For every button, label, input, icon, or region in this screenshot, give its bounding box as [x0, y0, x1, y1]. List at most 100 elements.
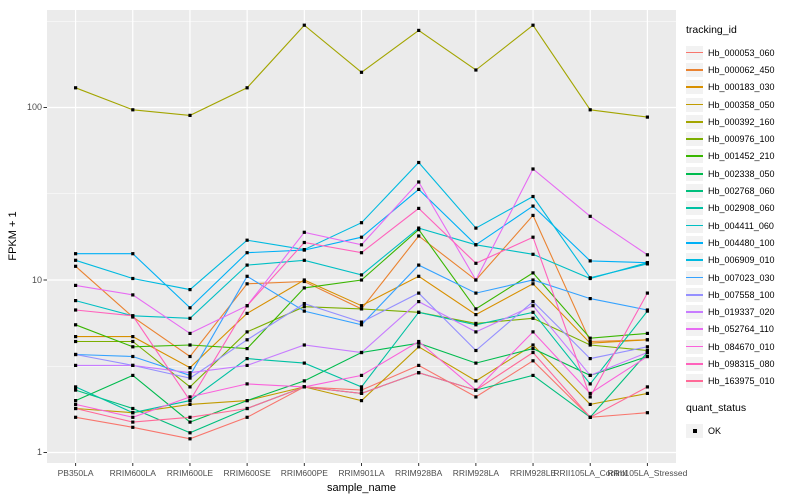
legend-item-label: Hb_002908_060: [708, 203, 775, 214]
legend-key-swatch: [686, 253, 703, 268]
legend-item-label: Hb_000053_060: [708, 47, 775, 58]
point-marker-icon: [692, 428, 697, 433]
legend-item-label: Hb_000358_050: [708, 99, 775, 110]
legend-line-icon: [686, 328, 703, 331]
x-tick-label: RRIM600SE: [223, 468, 271, 478]
legend-line-icon: [686, 155, 703, 158]
legend-key-swatch: [686, 184, 703, 199]
legend-key-swatch: [686, 322, 703, 337]
x-tick-label: RRIM928BA: [395, 468, 443, 478]
legend-item-label: Hb_004411_060: [708, 220, 774, 231]
legend-key-swatch: [686, 132, 703, 147]
legend-key-swatch: [686, 62, 703, 77]
legend-item: Hb_000392_160: [686, 113, 798, 130]
legend-item: Hb_000183_030: [686, 79, 798, 96]
x-tick-label: RRIM600PE: [280, 468, 328, 478]
legend-item: Hb_000976_100: [686, 130, 798, 147]
legend-item: Hb_098315_080: [686, 355, 798, 372]
legend-line-icon: [686, 311, 703, 313]
legend-key-swatch: [686, 305, 703, 320]
legend-line-icon: [686, 172, 703, 175]
legend-item-label: Hb_006909_010: [708, 255, 775, 266]
legend-item: Hb_001452_210: [686, 148, 798, 165]
legend-item: Hb_000062_450: [686, 61, 798, 78]
legend-line-icon: [686, 241, 703, 244]
legend-item: Hb_002338_050: [686, 165, 798, 182]
legend: tracking_id Hb_000053_060 Hb_000062_450 Hb…: [686, 24, 798, 439]
legend-item: Hb_004480_100: [686, 234, 798, 251]
legend-line-icon: [686, 138, 703, 140]
legend-line-icon: [686, 259, 703, 261]
legend-item-label: Hb_007023_030: [708, 272, 775, 283]
y-tick-label: 1: [36, 447, 42, 457]
legend-line-icon: [686, 362, 703, 365]
legend-item: Hb_002768_060: [686, 182, 798, 199]
y-tick-label: 100: [26, 102, 42, 112]
legend-item-label: Hb_163975_010: [708, 376, 775, 387]
x-tick-label: RRIM928LE: [509, 468, 557, 478]
legend-item-label: Hb_004480_100: [708, 237, 775, 248]
legend-item: Hb_002908_060: [686, 200, 798, 217]
legend-key-swatch: [686, 218, 703, 233]
legend-items: Hb_000053_060 Hb_000062_450 Hb_000183_030 H…: [686, 44, 798, 390]
legend-item-label: Hb_098315_080: [708, 358, 775, 369]
y-tick-label: 10: [31, 274, 42, 285]
legend-line-icon: [686, 293, 703, 296]
legend-key-swatch: [686, 374, 703, 389]
legend-line-icon: [686, 190, 703, 192]
legend-line-icon: [686, 207, 703, 210]
x-axis-title: sample_name: [326, 482, 397, 494]
legend-item: Hb_052764_110: [686, 321, 798, 338]
legend-line-icon: [686, 380, 703, 383]
legend-title-tracking-id: tracking_id: [686, 24, 737, 36]
legend-key-swatch: [686, 114, 703, 129]
legend-item: Hb_084670_010: [686, 338, 798, 355]
legend-item-label: Hb_000976_100: [708, 134, 775, 145]
legend-key-swatch: [686, 235, 703, 250]
legend-item-label: Hb_000392_160: [708, 116, 775, 127]
legend-item-quant-ok: OK: [686, 422, 798, 439]
legend-item-label: OK: [708, 425, 722, 436]
legend-key-swatch: [686, 97, 703, 112]
quant-status-items: OK: [686, 422, 798, 439]
legend-item-label: Hb_000183_030: [708, 82, 775, 93]
legend-line-icon: [686, 120, 703, 123]
legend-line-icon: [686, 86, 703, 89]
x-tick-label: RRIM901LA: [338, 468, 385, 478]
legend-item: Hb_006909_010: [686, 252, 798, 269]
legend-item-label: Hb_052764_110: [708, 324, 774, 335]
legend-item: Hb_019337_020: [686, 303, 798, 320]
legend-line-icon: [686, 224, 703, 227]
legend-item-label: Hb_000062_450: [708, 64, 775, 75]
legend-item: Hb_007558_100: [686, 286, 798, 303]
legend-item-label: Hb_002768_060: [708, 186, 775, 197]
y-axis-title: FPKM + 1: [7, 211, 19, 261]
x-tick-label: RRIM600LA: [109, 468, 156, 478]
legend-key-swatch: [686, 356, 703, 371]
legend-key-swatch: [686, 149, 703, 164]
legend-line-icon: [686, 345, 703, 348]
legend-item-label: Hb_002338_050: [708, 168, 775, 179]
legend-line-icon: [686, 51, 703, 54]
x-tick-label: RRIM600LE: [166, 468, 214, 478]
legend-item-label: Hb_084670_010: [708, 341, 775, 352]
legend-line-icon: [686, 103, 703, 106]
quant-ok-key: [686, 423, 703, 438]
x-tick-label: RRII105LA_Control: [553, 468, 628, 478]
legend-item: Hb_163975_010: [686, 373, 798, 390]
legend-key-swatch: [686, 80, 703, 95]
legend-item: Hb_000053_060: [686, 44, 798, 61]
legend-key-swatch: [686, 339, 703, 354]
legend-key-swatch: [686, 166, 703, 181]
legend-item: Hb_000358_050: [686, 96, 798, 113]
legend-line-icon: [686, 276, 703, 279]
legend-key-swatch: [686, 287, 703, 302]
legend-key-swatch: [686, 201, 703, 216]
legend-key-swatch: [686, 270, 703, 285]
legend-item-label: Hb_007558_100: [708, 289, 775, 300]
legend-title-quant-status: quant_status: [686, 401, 747, 414]
legend-line-icon: [686, 68, 703, 71]
x-tick-label: RRII105LA_Stressed: [607, 468, 688, 478]
